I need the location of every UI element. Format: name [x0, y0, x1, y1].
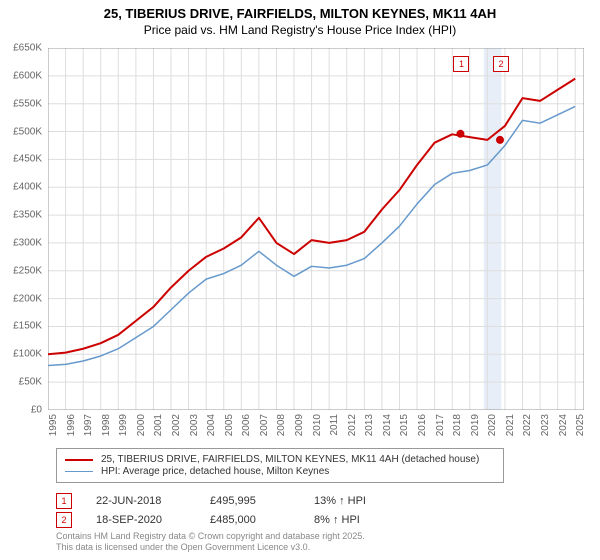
- x-tick-label: 2003: [189, 414, 200, 436]
- callout-1: 1: [453, 56, 469, 72]
- legend: 25, TIBERIUS DRIVE, FAIRFIELDS, MILTON K…: [56, 448, 504, 483]
- x-tick-label: 1995: [48, 414, 59, 436]
- sale-date: 18-SEP-2020: [96, 514, 186, 526]
- sale-marker: 1: [56, 493, 72, 509]
- legend-label: HPI: Average price, detached house, Milt…: [101, 466, 329, 477]
- sale-price: £485,000: [210, 514, 290, 526]
- chart-area: 12: [48, 48, 584, 410]
- y-tick-label: £0: [31, 405, 42, 416]
- x-tick-label: 2023: [540, 414, 551, 436]
- y-tick-label: £200K: [13, 293, 42, 304]
- y-tick-label: £650K: [13, 43, 42, 54]
- sale-marker: 2: [56, 512, 72, 528]
- x-tick-label: 1999: [118, 414, 129, 436]
- chart-container: 25, TIBERIUS DRIVE, FAIRFIELDS, MILTON K…: [0, 0, 600, 560]
- x-tick-label: 1996: [66, 414, 77, 436]
- sale-hpi: 13% ↑ HPI: [314, 495, 404, 507]
- legend-swatch: [65, 471, 93, 472]
- footer-line1: Contains HM Land Registry data © Crown c…: [56, 531, 365, 543]
- x-tick-label: 2006: [241, 414, 252, 436]
- y-tick-label: £600K: [13, 70, 42, 81]
- y-tick-label: £250K: [13, 265, 42, 276]
- y-tick-label: £500K: [13, 126, 42, 137]
- x-tick-label: 2014: [382, 414, 393, 436]
- legend-item: 25, TIBERIUS DRIVE, FAIRFIELDS, MILTON K…: [65, 454, 495, 465]
- y-tick-label: £450K: [13, 154, 42, 165]
- x-tick-label: 2019: [470, 414, 481, 436]
- sale-row: 2 18-SEP-2020 £485,000 8% ↑ HPI: [56, 512, 404, 528]
- x-tick-label: 2013: [364, 414, 375, 436]
- title-subtitle: Price paid vs. HM Land Registry's House …: [10, 23, 590, 37]
- x-tick-label: 2024: [558, 414, 569, 436]
- footer-line2: This data is licensed under the Open Gov…: [56, 542, 365, 554]
- x-tick-label: 2020: [487, 414, 498, 436]
- callout-2: 2: [493, 56, 509, 72]
- x-tick-label: 2004: [206, 414, 217, 436]
- x-tick-label: 2025: [575, 414, 586, 436]
- x-tick-label: 2017: [435, 414, 446, 436]
- x-tick-label: 2010: [312, 414, 323, 436]
- y-tick-label: £100K: [13, 349, 42, 360]
- sale-date: 22-JUN-2018: [96, 495, 186, 507]
- footer: Contains HM Land Registry data © Crown c…: [56, 531, 365, 554]
- x-tick-label: 2005: [224, 414, 235, 436]
- title-address: 25, TIBERIUS DRIVE, FAIRFIELDS, MILTON K…: [10, 6, 590, 21]
- x-tick-label: 2022: [522, 414, 533, 436]
- y-axis: £0£50K£100K£150K£200K£250K£300K£350K£400…: [0, 48, 44, 410]
- x-tick-label: 2008: [276, 414, 287, 436]
- chart-svg: [48, 48, 584, 410]
- x-tick-label: 2018: [452, 414, 463, 436]
- legend-item: HPI: Average price, detached house, Milt…: [65, 466, 495, 477]
- x-tick-label: 2011: [329, 414, 340, 436]
- marker: [457, 130, 464, 137]
- sale-row: 1 22-JUN-2018 £495,995 13% ↑ HPI: [56, 493, 404, 509]
- x-tick-label: 2016: [417, 414, 428, 436]
- sales-table: 1 22-JUN-2018 £495,995 13% ↑ HPI 2 18-SEP-202…: [56, 490, 404, 531]
- y-tick-label: £150K: [13, 321, 42, 332]
- x-tick-label: 2012: [347, 414, 358, 436]
- x-tick-label: 2009: [294, 414, 305, 436]
- y-tick-label: £550K: [13, 98, 42, 109]
- legend-swatch: [65, 459, 93, 461]
- legend-label: 25, TIBERIUS DRIVE, FAIRFIELDS, MILTON K…: [101, 454, 479, 465]
- y-tick-label: £400K: [13, 182, 42, 193]
- y-tick-label: £350K: [13, 210, 42, 221]
- x-tick-label: 2002: [171, 414, 182, 436]
- x-tick-label: 2021: [505, 414, 516, 436]
- x-tick-label: 1998: [101, 414, 112, 436]
- x-tick-label: 2001: [153, 414, 164, 436]
- y-tick-label: £300K: [13, 237, 42, 248]
- sale-price: £495,995: [210, 495, 290, 507]
- x-tick-label: 2015: [399, 414, 410, 436]
- x-tick-label: 2000: [136, 414, 147, 436]
- marker: [496, 136, 503, 143]
- x-tick-label: 2007: [259, 414, 270, 436]
- x-tick-label: 1997: [83, 414, 94, 436]
- title-block: 25, TIBERIUS DRIVE, FAIRFIELDS, MILTON K…: [0, 0, 600, 39]
- x-axis: 1995 1996 1997 1998 1999 2000 2001 2002 2003 2004…: [48, 412, 584, 444]
- sale-hpi: 8% ↑ HPI: [314, 514, 404, 526]
- y-tick-label: £50K: [19, 377, 42, 388]
